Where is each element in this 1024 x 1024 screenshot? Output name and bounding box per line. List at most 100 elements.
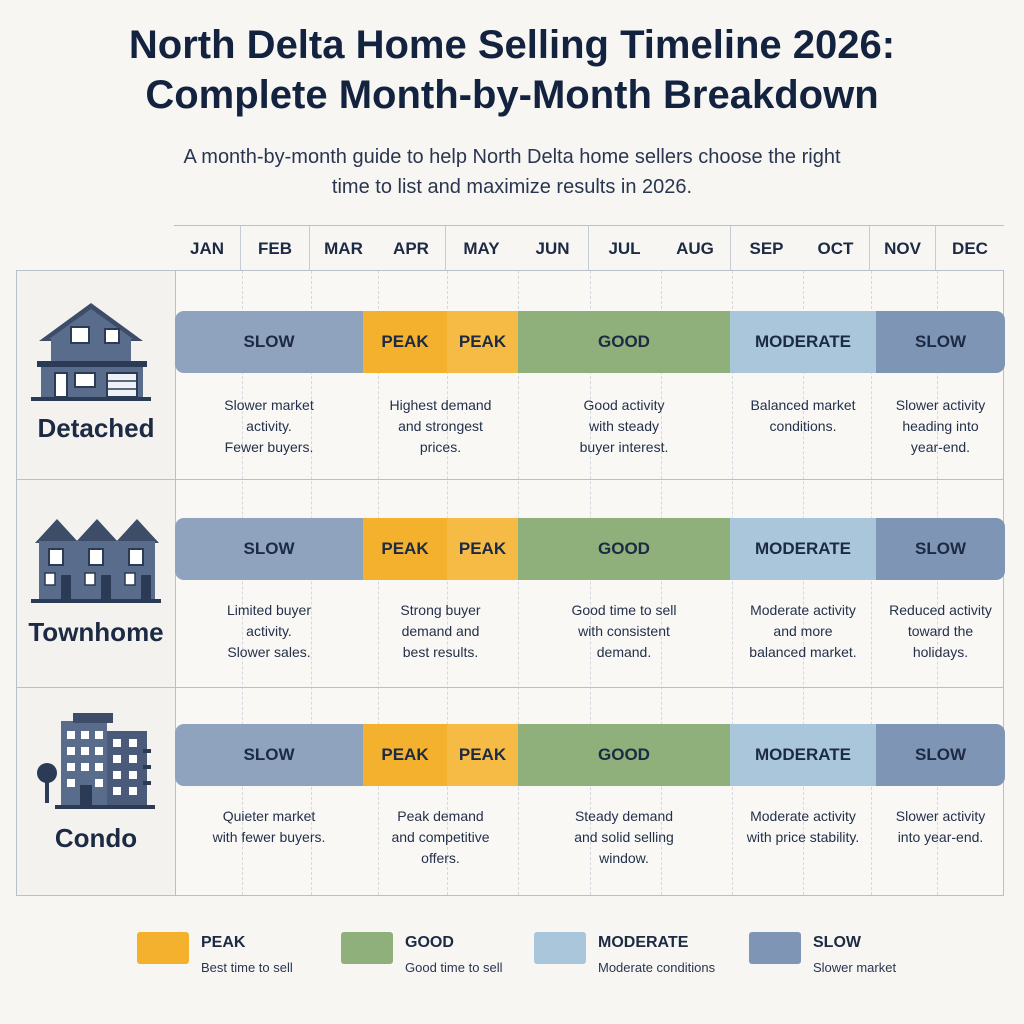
period-description: Steady demand and solid selling window. [518,806,730,869]
description-line: Good time to sell [571,602,677,618]
month-guide-line [447,271,448,895]
home-type-label-townhome: Townhome [28,617,164,647]
legend-title: SLOW [813,934,861,951]
description-line: prices. [419,439,462,455]
legend-subtitle: Slower market [813,960,897,975]
month-dec: DEC [952,239,988,258]
segment-peak: PEAK [363,724,447,786]
month-guide-line [803,271,804,895]
month-feb: FEB [241,226,310,272]
description-line: offers. [421,850,460,866]
month-sep: SEP [749,239,784,258]
description-line: Quieter market [222,808,316,824]
description-line: Slower sales. [227,644,311,660]
description-line: Balanced market [750,397,856,413]
description-line: Slower activity [895,397,986,413]
period-description: Good time to sell with consistent demand. [518,600,730,663]
period-description: Peak demand and competitive offers. [363,806,518,869]
legend-swatch [137,932,189,964]
page-subtitle-line-2: time to list and maximize results in 202… [331,176,693,198]
description-line: Reduced activity [889,602,992,618]
segment-moderate: MODERATE [730,518,876,580]
period-description: Highest demand and strongest prices. [363,395,518,458]
timeline-bar-detached: SLOW PEAK PEAK GOOD MODERATE SLOW [175,311,1005,373]
segment-peak: PEAK [447,724,518,786]
period-description: Balanced market conditions. [730,395,876,437]
description-line: and competitive [391,829,490,845]
month-guide-line [242,271,243,895]
description-line: activity. [246,623,292,639]
month-guide-line [590,271,591,895]
description-line: year-end. [910,439,971,455]
page-subtitle: A month-by-month guide to help North Del… [0,142,1024,202]
row-divider [17,687,1003,688]
description-line: Steady demand [574,808,674,824]
segment-peak: PEAK [363,518,447,580]
description-line: and strongest [398,418,483,434]
month-jun: JUN [517,226,589,272]
month-guide-line [871,271,872,895]
segment-slow: SLOW [175,311,363,373]
month-aug: AUG [660,226,731,272]
description-line: Fewer buyers. [224,439,314,455]
month-guide-line [311,271,312,895]
description-line: and more [773,623,833,639]
period-description: Reduced activity toward the holidays. [876,600,1005,663]
description-line: conditions. [769,418,837,434]
segment-good: GOOD [518,311,730,373]
description-line: Good activity [583,397,665,413]
timeline-bar-condo: SLOW PEAK PEAK GOOD MODERATE SLOW [175,724,1005,786]
segment-good: GOOD [518,724,730,786]
legend-subtitle: Good time to sell [405,960,503,975]
description-line: best results. [402,644,479,660]
page-title-line-2: Complete Month-by-Month Breakdown [145,73,879,117]
segment-slow: SLOW [876,518,1005,580]
detached-house-icon [31,297,151,406]
month-mar: MAR [324,239,363,258]
segment-peak: PEAK [363,311,447,373]
legend-subtitle: Best time to sell [201,960,293,975]
segment-slow: SLOW [876,311,1005,373]
description-line: window. [599,850,649,866]
legend-title: PEAK [201,934,246,951]
month-jan: JAN [174,226,241,272]
description-line: toward the [907,623,974,639]
month-nov: NOV [870,226,936,272]
description-line: with steady [588,418,660,434]
description-line: demand. [596,644,652,660]
timeline-table: Detached SLOW PEAK PEAK GOOD MODERATE SLOW Slow… [16,270,1005,896]
legend-title: GOOD [405,934,454,951]
description-line: Moderate activity [750,808,856,824]
description-line: demand and [401,623,480,639]
segment-peak: PEAK [447,311,518,373]
page-title-line-1: North Delta Home Selling Timeline 2026: [128,23,896,67]
description-line: buyer interest. [579,439,669,455]
period-description: Quieter market with fewer buyers. [175,806,363,848]
period-description: Slower activity into year-end. [876,806,1005,848]
description-line: activity. [246,418,292,434]
description-line: Moderate activity [750,602,856,618]
segment-good: GOOD [518,518,730,580]
segment-slow: SLOW [175,724,363,786]
page-title: North Delta Home Selling Timeline 2026: … [0,20,1024,120]
month-guide-line [518,271,519,895]
page-subtitle-line-1: A month-by-month guide to help North Del… [183,146,841,168]
description-line: into year-end. [897,829,984,845]
month-header: JAN FEB MAR APR MAY JUN JUL AUG SEP OCT NOV DEC [174,225,1004,272]
home-type-label-condo: Condo [54,823,138,853]
period-description: Strong buyer demand and best results. [363,600,518,663]
description-line: and solid selling [574,829,674,845]
description-line: Slower activity [895,808,986,824]
description-line: with consistent [578,623,670,639]
description-line: with fewer buyers. [212,829,326,845]
period-description: Limited buyer activity. Slower sales. [175,600,363,663]
description-line: heading into [902,418,979,434]
segment-slow: SLOW [175,518,363,580]
period-description: Slower market activity. Fewer buyers. [175,395,363,458]
townhome-icon [31,513,161,608]
period-description: Moderate activity and more balanced market… [730,600,876,663]
description-line: with price stability. [746,829,860,845]
description-line: holidays. [912,644,969,660]
period-description: Slower activity heading into year-end. [876,395,1005,458]
row-divider [17,479,1003,480]
